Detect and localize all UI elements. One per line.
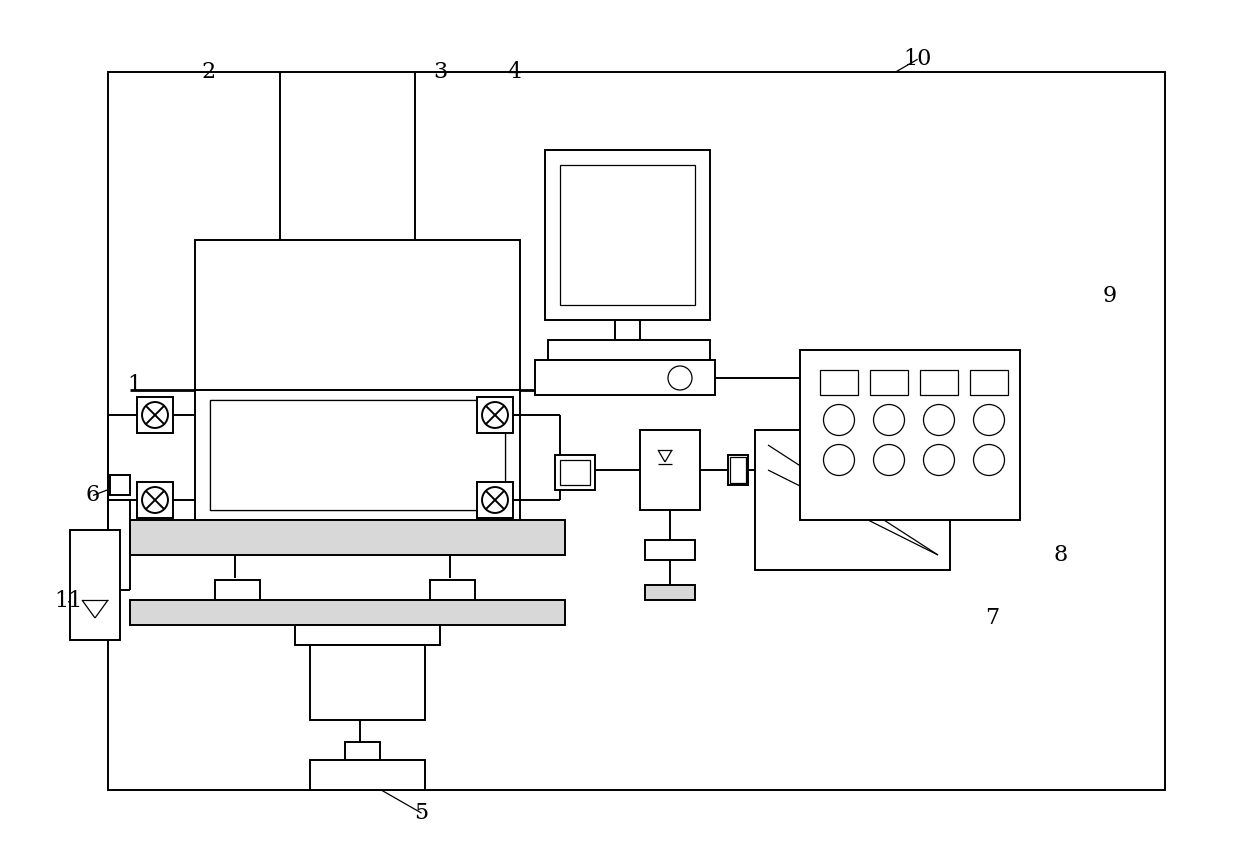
Text: 11: 11: [55, 590, 82, 612]
Bar: [556, 455, 595, 490]
Circle shape: [482, 402, 508, 428]
Circle shape: [668, 366, 692, 390]
Circle shape: [924, 405, 955, 435]
Bar: [430, 580, 475, 600]
Text: 9: 9: [1102, 285, 1117, 307]
Bar: [108, 72, 1166, 790]
Bar: [755, 430, 950, 570]
Bar: [548, 340, 711, 360]
Bar: [730, 457, 746, 483]
Circle shape: [823, 445, 854, 475]
Bar: [310, 645, 425, 720]
Text: 4: 4: [507, 61, 522, 83]
Bar: [110, 475, 130, 495]
Bar: [69, 530, 120, 640]
Bar: [645, 585, 694, 600]
Text: 5: 5: [414, 802, 429, 824]
Bar: [560, 460, 590, 485]
Bar: [870, 370, 908, 395]
Circle shape: [143, 487, 167, 513]
Circle shape: [873, 405, 904, 435]
Circle shape: [924, 445, 955, 475]
Bar: [210, 400, 505, 510]
Bar: [345, 742, 379, 760]
Bar: [130, 520, 565, 555]
Text: 10: 10: [904, 48, 931, 70]
Text: 1: 1: [126, 374, 141, 396]
Bar: [800, 350, 1021, 520]
Bar: [477, 397, 513, 433]
Circle shape: [143, 402, 167, 428]
Bar: [820, 370, 858, 395]
Bar: [310, 760, 425, 790]
Bar: [970, 370, 1008, 395]
Bar: [920, 370, 959, 395]
Bar: [215, 580, 260, 600]
Bar: [640, 430, 701, 510]
Text: 6: 6: [86, 484, 100, 507]
Text: 8: 8: [1053, 544, 1068, 566]
Circle shape: [482, 487, 508, 513]
Circle shape: [823, 405, 854, 435]
Bar: [195, 390, 520, 520]
Bar: [645, 540, 694, 560]
Bar: [130, 600, 565, 625]
Circle shape: [973, 405, 1004, 435]
Circle shape: [973, 445, 1004, 475]
Text: 3: 3: [433, 61, 448, 83]
Text: 7: 7: [985, 607, 999, 629]
Bar: [546, 150, 711, 320]
Bar: [210, 400, 505, 510]
Bar: [820, 415, 875, 430]
Text: 2: 2: [201, 61, 216, 83]
Bar: [136, 482, 174, 518]
Bar: [195, 240, 520, 390]
Bar: [534, 360, 715, 395]
Circle shape: [873, 445, 904, 475]
Bar: [295, 625, 440, 645]
Bar: [136, 397, 174, 433]
Bar: [728, 455, 748, 485]
Bar: [477, 482, 513, 518]
Bar: [560, 165, 694, 305]
